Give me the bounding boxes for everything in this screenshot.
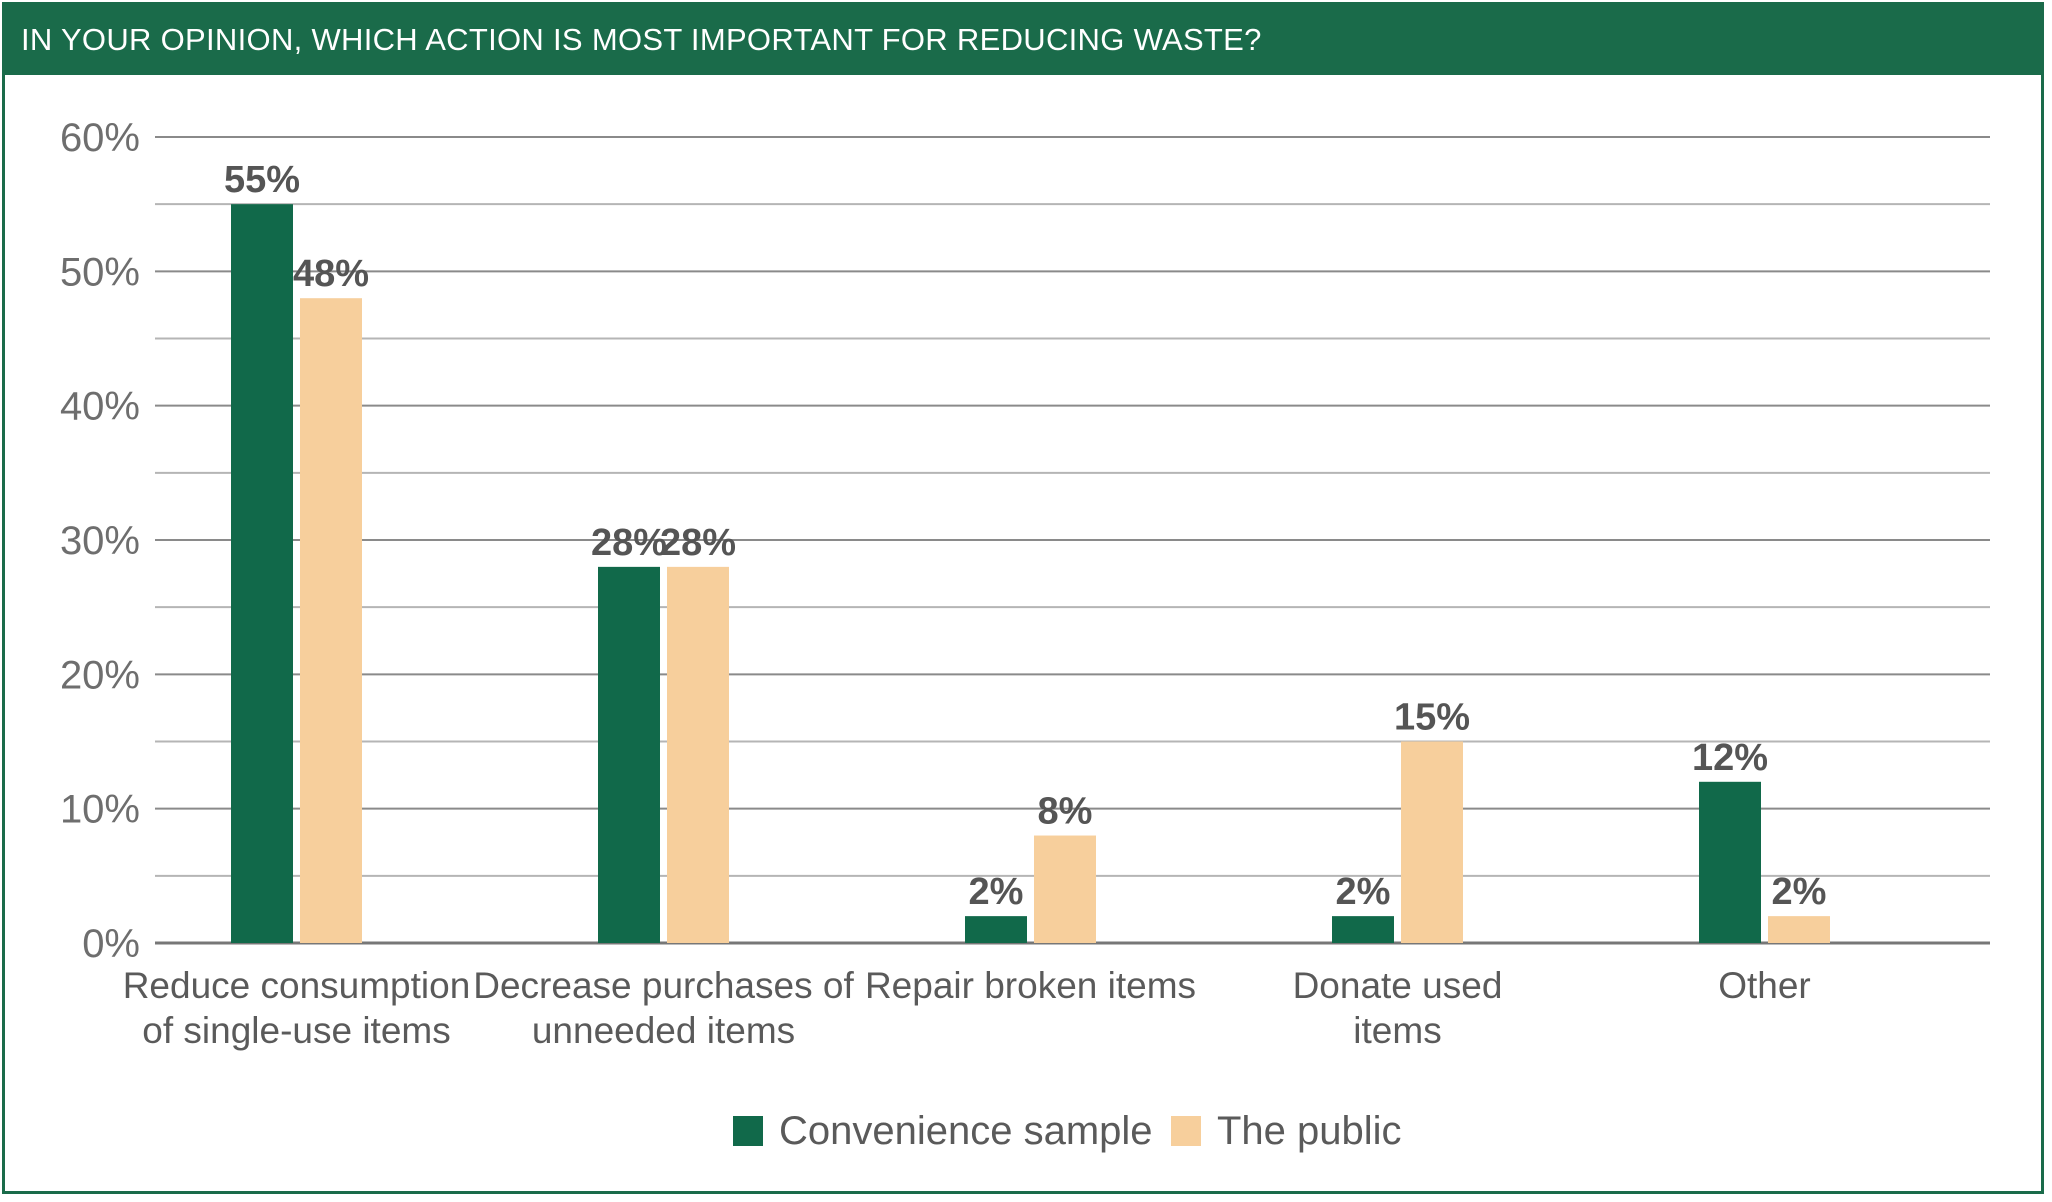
- bars: [231, 204, 1830, 943]
- x-tick-label: Other: [1718, 965, 1811, 1006]
- y-tick-label: 20%: [60, 653, 140, 697]
- y-axis: 0% 10% 20% 30% 40% 50% 60%: [60, 116, 140, 966]
- data-label: 28%: [660, 522, 736, 564]
- bar: [1699, 781, 1761, 943]
- x-tick-label: Donate used: [1293, 965, 1503, 1006]
- bar: [1768, 916, 1830, 943]
- legend-swatch: [733, 1116, 763, 1146]
- bar: [231, 204, 293, 943]
- y-tick-label: 60%: [60, 116, 140, 160]
- x-tick-label: items: [1353, 1010, 1441, 1051]
- bar: [300, 298, 362, 943]
- data-label: 48%: [293, 253, 369, 295]
- bar: [667, 566, 729, 943]
- y-tick-label: 40%: [60, 385, 140, 429]
- bar: [1332, 916, 1394, 943]
- x-tick-label: of single-use items: [142, 1010, 450, 1051]
- x-tick-label: Reduce consumption: [123, 965, 471, 1006]
- legend: Convenience sample The public: [733, 1109, 1402, 1153]
- gridlines: [155, 136, 1990, 945]
- data-label: 2%: [1336, 871, 1391, 913]
- data-label: 12%: [1692, 737, 1768, 779]
- bar: [1034, 835, 1096, 943]
- y-tick-label: 0%: [82, 922, 140, 966]
- legend-label: Convenience sample: [779, 1109, 1153, 1153]
- x-tick-label: Decrease purchases of: [473, 965, 854, 1006]
- data-label: 8%: [1038, 791, 1093, 833]
- chart-header: IN YOUR OPINION, WHICH ACTION IS MOST IM…: [5, 5, 2041, 75]
- y-tick-label: 10%: [60, 788, 140, 832]
- data-label: 2%: [1772, 871, 1827, 913]
- legend-label: The public: [1217, 1109, 1402, 1153]
- data-label: 2%: [969, 871, 1024, 913]
- y-tick-label: 30%: [60, 519, 140, 563]
- bar: [965, 916, 1027, 943]
- value-labels: 55% 48% 28%28% 2% 8% 2% 15% 12% 2%: [224, 159, 1826, 913]
- x-tick-label: unneeded items: [532, 1010, 795, 1051]
- data-label: 15%: [1394, 697, 1470, 739]
- bar: [598, 566, 660, 943]
- bar: [1401, 741, 1463, 943]
- data-label: 28%: [591, 522, 667, 564]
- x-tick-label: Repair broken items: [865, 965, 1196, 1006]
- chart-title: IN YOUR OPINION, WHICH ACTION IS MOST IM…: [21, 22, 1262, 57]
- legend-swatch: [1171, 1116, 1201, 1146]
- data-label: 55%: [224, 159, 300, 201]
- y-tick-label: 50%: [60, 250, 140, 294]
